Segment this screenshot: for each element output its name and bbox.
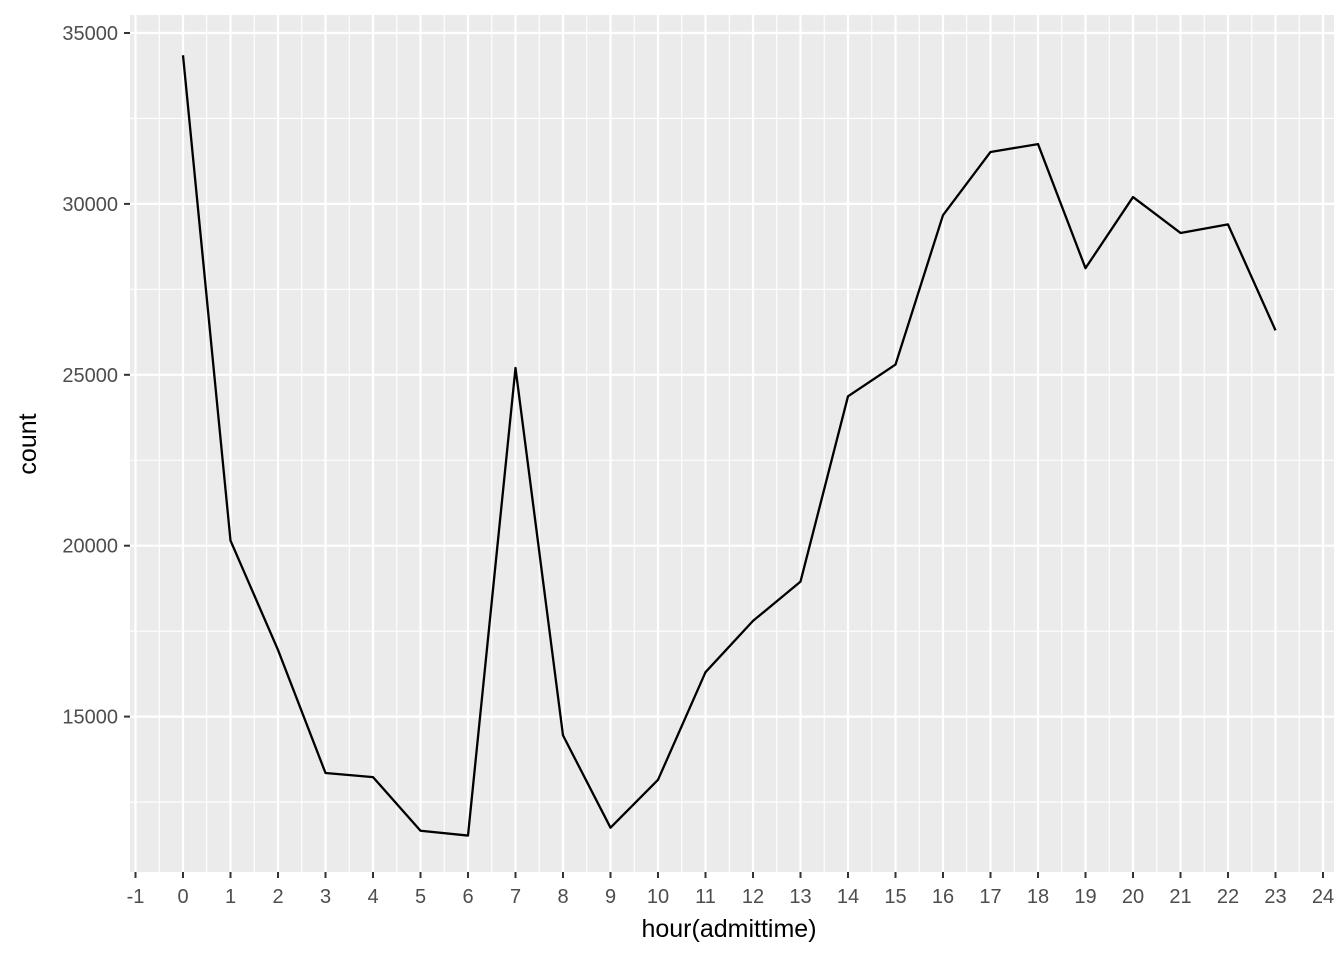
x-tick-label: 13	[789, 886, 811, 908]
x-tick-label: 16	[932, 886, 954, 908]
x-tick-label: 8	[557, 886, 568, 908]
x-tick-label: 5	[415, 886, 426, 908]
y-axis: 15000 20000 25000 30000 35000	[62, 23, 130, 729]
x-tick-label: 24	[1312, 886, 1334, 908]
x-tick-label: 9	[605, 886, 616, 908]
x-tick-label: 0	[177, 886, 188, 908]
x-tick-label: 23	[1264, 886, 1286, 908]
major-gridlines	[130, 15, 1334, 872]
x-tick-label: 4	[367, 886, 378, 908]
x-tick-label: 6	[462, 886, 473, 908]
x-tick-label: 14	[837, 886, 859, 908]
x-tick-label: 12	[742, 886, 764, 908]
y-tick-label: 20000	[62, 536, 118, 558]
series-layer	[181, 55, 1277, 837]
y-tick-label: 35000	[62, 23, 118, 45]
x-tick-label: 20	[1122, 886, 1144, 908]
x-tick-label: 15	[884, 886, 906, 908]
y-tick-label: 25000	[62, 365, 118, 387]
x-tick-label: 19	[1074, 886, 1096, 908]
y-tick-label: 30000	[62, 194, 118, 216]
x-tick-label: 22	[1217, 886, 1239, 908]
x-tick-label: 10	[647, 886, 669, 908]
y-axis-title: count	[14, 413, 42, 474]
x-axis-title: hour(admittime)	[641, 915, 816, 943]
plot-panel	[130, 15, 1334, 872]
y-tick-label: 15000	[62, 707, 118, 729]
x-tick-label: 2	[272, 886, 283, 908]
x-tick-label: 3	[320, 886, 331, 908]
x-tick-label: 1	[225, 886, 236, 908]
x-tick-label: 21	[1169, 886, 1191, 908]
x-tick-label: -1	[127, 886, 145, 908]
series-line	[181, 55, 1277, 837]
x-tick-label: 7	[510, 886, 521, 908]
x-tick-label: 17	[979, 886, 1001, 908]
x-axis: -1 0 1 2 3 4 5 6 7 8 9 10 11 12 13 14 15 16 17 18 19 20 21 22 23…	[127, 872, 1334, 908]
x-tick-label: 18	[1027, 886, 1049, 908]
x-tick-label: 11	[695, 886, 716, 908]
